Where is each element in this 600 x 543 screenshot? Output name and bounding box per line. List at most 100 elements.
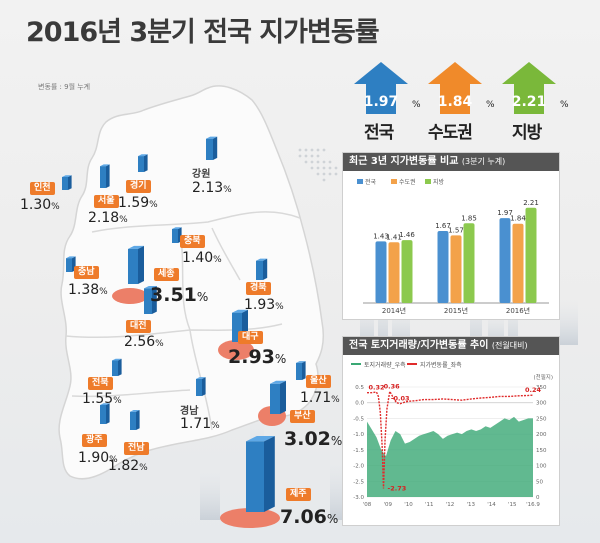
bar-value-label: 1.84 — [510, 215, 526, 223]
right-axis-unit: (천필지) — [534, 373, 553, 381]
sejong-highlight — [112, 288, 148, 304]
region-value-number: 3.02 — [284, 428, 331, 450]
x-tick-label: 2016년 — [506, 306, 530, 315]
region-value-unit: % — [326, 512, 339, 526]
right-tick-label: 150 — [536, 448, 547, 454]
summary-value: 1.84 — [438, 94, 473, 110]
region-value-number: 1.55 — [82, 391, 114, 407]
line-chart: 토지거래량_우측 지가변동률_좌측 (천필지) 0.5 0.0 -0.5 -1.0 -1.5 -… — [351, 361, 553, 508]
region-value-unit: % — [109, 455, 118, 465]
bar-chart-title: 최근 3년 지가변동률 비교 (3분기 누계) — [343, 153, 559, 171]
x-tick-label: '16.9 — [526, 502, 540, 508]
region-name: 울산 — [306, 375, 331, 388]
region-name: 광주 — [82, 434, 107, 447]
region-bar — [144, 286, 157, 314]
region-bar — [130, 410, 140, 430]
region-value-unit: % — [139, 463, 148, 473]
x-tick-label: '14 — [487, 502, 496, 508]
footnote: 변동률 : 9월 누계 — [38, 83, 91, 91]
region-value: 1.71% — [180, 416, 220, 432]
summary-value: 1.97 — [364, 94, 399, 110]
region-bar — [128, 245, 144, 284]
region-value-number: 1.71 — [300, 390, 332, 406]
region-name: 서울 — [94, 195, 119, 208]
region-value-number: 2.18 — [88, 210, 120, 226]
summary-value: 2.21 — [512, 94, 547, 110]
region-name: 전북 — [88, 377, 113, 390]
region-value: 2.13% — [192, 180, 232, 196]
bar-value-label: 1.85 — [461, 214, 477, 222]
region-bar — [270, 380, 286, 414]
up-arrow-icon: 1.97 — [354, 62, 408, 114]
right-tick-label: 350 — [536, 385, 547, 391]
region-value-unit: % — [274, 352, 287, 366]
region-value: 1.82% — [108, 458, 148, 474]
left-tick-label: -0.5 — [353, 416, 364, 422]
left-tick-label: 0.0 — [355, 401, 364, 407]
volume-area-series — [367, 416, 533, 497]
line-chart-subtitle: (전월대비) — [491, 341, 528, 350]
daegu-highlight — [218, 340, 254, 360]
region-value-unit: % — [275, 302, 284, 312]
region-value-unit: % — [99, 287, 108, 297]
region-bar — [100, 403, 110, 424]
region-name: 충남 — [74, 266, 99, 279]
region-value: 1.93% — [244, 297, 284, 313]
region-value-number: 1.38 — [68, 282, 100, 298]
line-chart-title: 전국 토지거래량/지가변동률 추이 (전월대비) — [343, 337, 559, 355]
annotation-label: 0.24 — [525, 386, 542, 394]
right-tick-label: 50 — [536, 479, 543, 485]
up-arrow-icon: 1.84 — [428, 62, 482, 114]
right-tick-label: 100 — [536, 464, 547, 470]
legend-swatch — [357, 179, 363, 184]
summary-capital: 1.84 % 수도권 — [426, 60, 495, 143]
summary-unit: % — [560, 100, 569, 110]
bar-value-label: 1.46 — [399, 231, 415, 239]
region-value-number: 1.59 — [118, 195, 150, 211]
summary-name: 수도권 — [428, 123, 473, 143]
x-tick-label: '12 — [446, 502, 455, 508]
arrow-shape — [428, 62, 482, 114]
region-bar — [100, 164, 110, 188]
korea-peninsula-shape — [58, 85, 325, 480]
left-tick-label: 0.5 — [355, 385, 364, 391]
bar — [525, 207, 537, 303]
line-chart-title-text: 전국 토지거래량/지가변동률 추이 — [349, 340, 489, 351]
summary-name: 지방 — [512, 123, 542, 143]
legend-swatch — [425, 179, 431, 184]
x-tick-label: '15 — [508, 502, 517, 508]
region-value-unit: % — [119, 215, 128, 225]
region-name: 경북 — [246, 282, 271, 295]
summary-unit: % — [486, 100, 495, 110]
region-value-number: 2.13 — [192, 180, 224, 196]
x-tick-label: '10 — [404, 502, 413, 508]
bar — [450, 235, 462, 303]
region-value: 1.59% — [118, 195, 158, 211]
x-tick-label: 2014년 — [382, 306, 406, 315]
bar-value-label: 2.21 — [523, 199, 539, 207]
right-tick-label: 200 — [536, 432, 547, 438]
bar-value-label: 1.57 — [448, 226, 464, 234]
region-bar — [296, 361, 306, 380]
x-tick-label: '13 — [466, 502, 475, 508]
region-value-unit: % — [51, 202, 60, 212]
region-name: 대구 — [238, 331, 263, 344]
region-value-unit: % — [211, 421, 220, 431]
region-value-unit: % — [330, 434, 343, 448]
region-bar — [138, 154, 148, 172]
dot-map-decoration — [298, 148, 338, 182]
region-value-number: 2.56 — [124, 334, 156, 350]
left-tick-label: -1.5 — [353, 448, 364, 454]
bar — [512, 223, 524, 303]
region-name: 경기 — [126, 180, 151, 193]
left-tick-label: -2.0 — [353, 464, 364, 470]
right-tick-label: 300 — [536, 401, 547, 407]
region-value-unit: % — [331, 395, 340, 405]
bar-chart-title-text: 최근 3년 지가변동률 비교 — [349, 156, 459, 167]
region-name: 충북 — [180, 235, 205, 248]
arrow-shape — [502, 62, 556, 114]
region-value: 1.55% — [82, 391, 122, 407]
bar-chart-panel: 최근 3년 지가변동률 비교 (3분기 누계) 전국 수도권 지방 1.43 1.41 1… — [342, 152, 560, 320]
page-title: 2016년 3분기 전국 지가변동률 — [26, 17, 380, 48]
region-value-number: 1.90 — [78, 450, 110, 466]
